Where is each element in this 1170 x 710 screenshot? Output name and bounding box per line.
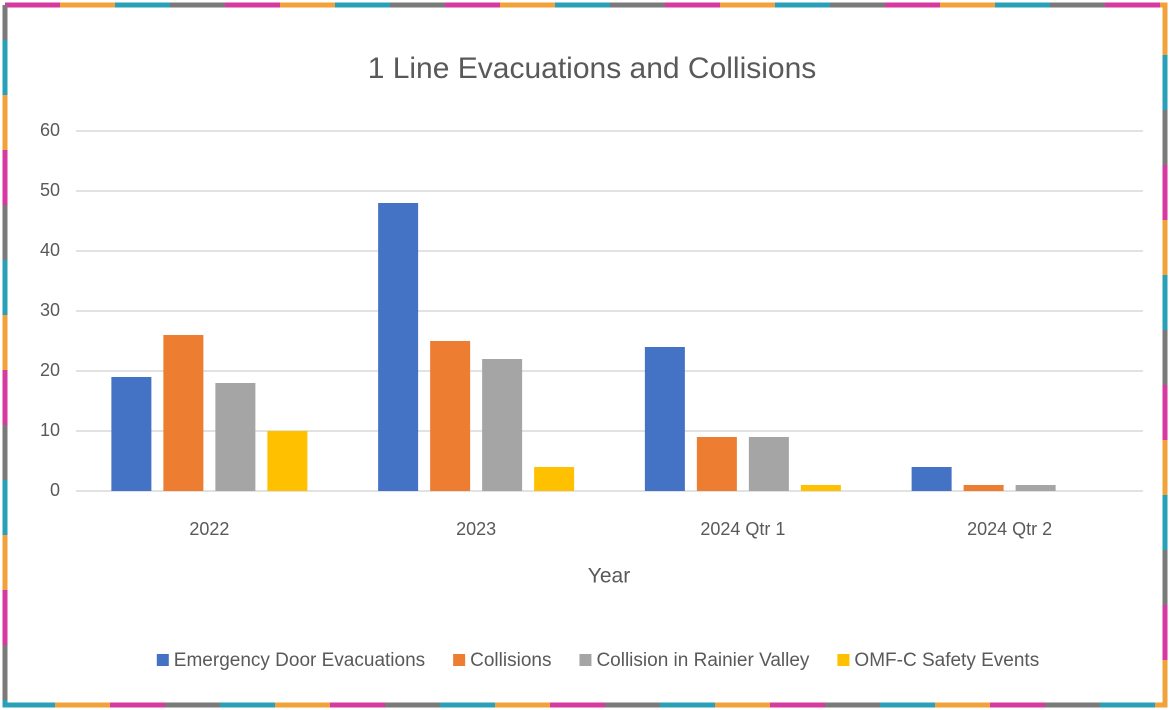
legend-label: Emergency Door Evacuations [174, 650, 425, 671]
bar [696, 437, 737, 491]
bar [215, 383, 256, 491]
bar [911, 467, 952, 491]
bar [378, 203, 419, 491]
legend-swatch [837, 654, 850, 666]
y-tick-label: 30 [40, 300, 60, 320]
y-tick-label: 10 [40, 420, 60, 440]
bar [1015, 485, 1056, 491]
bar [430, 341, 471, 491]
x-axis-title: Year [588, 565, 630, 588]
bar [534, 467, 575, 491]
y-tick-label: 40 [40, 240, 60, 260]
x-tick-label: 2024 Qtr 1 [700, 519, 785, 539]
bar [963, 485, 1004, 491]
legend-swatch [453, 654, 466, 666]
bar [748, 437, 789, 491]
legend-label: OMF-C Safety Events [854, 650, 1039, 671]
y-tick-label: 20 [40, 360, 60, 380]
x-tick-label: 2024 Qtr 2 [967, 519, 1052, 539]
legend-label: Collision in Rainier Valley [596, 650, 809, 671]
bar [644, 347, 685, 491]
y-tick-label: 50 [40, 180, 60, 200]
bar [267, 431, 308, 491]
bar [163, 335, 204, 491]
y-tick-label: 0 [50, 480, 60, 500]
bar [800, 485, 841, 491]
legend-swatch [156, 654, 169, 666]
legend-label: Collisions [470, 650, 551, 671]
x-tick-label: 2022 [189, 519, 229, 539]
chart-title: 1 Line Evacuations and Collisions [368, 52, 817, 85]
bar [111, 377, 152, 491]
legend-swatch [579, 654, 592, 666]
bar [482, 359, 523, 491]
x-tick-label: 2023 [456, 519, 496, 539]
y-tick-label: 60 [40, 120, 60, 140]
